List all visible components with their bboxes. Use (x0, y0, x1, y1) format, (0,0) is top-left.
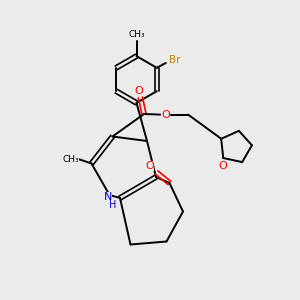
Text: O: O (218, 160, 227, 170)
Text: O: O (161, 110, 170, 120)
Text: O: O (134, 86, 143, 96)
Text: H: H (109, 200, 116, 210)
Text: Br: Br (169, 55, 181, 65)
Text: N: N (104, 191, 112, 202)
Text: CH₃: CH₃ (62, 154, 79, 164)
Text: CH₃: CH₃ (128, 30, 145, 39)
Text: O: O (145, 161, 154, 171)
